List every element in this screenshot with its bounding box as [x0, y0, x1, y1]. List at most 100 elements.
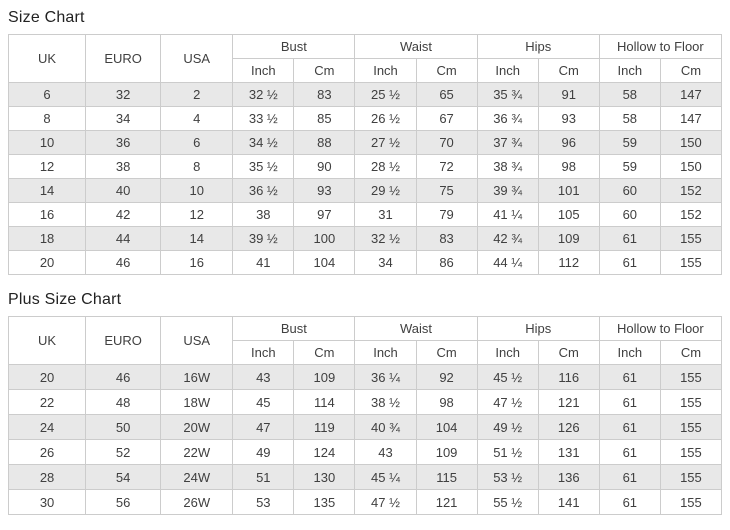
table-cell: 83 [293, 82, 356, 107]
table-cell: 22W [160, 439, 234, 465]
table-cell: 22 [7, 389, 87, 415]
table-cell: 61 [598, 364, 661, 390]
subheader-bust-cm: Cm [293, 340, 356, 365]
table-cell: 83 [415, 226, 478, 251]
table-cell: 98 [415, 389, 478, 415]
table-cell: 60 [598, 202, 661, 227]
table-cell: 32 ½ [354, 226, 417, 251]
table-cell: 39 ¾ [476, 178, 539, 203]
table-cell: 46 [85, 250, 162, 275]
table-cell: 116 [537, 364, 600, 390]
table-cell: 37 ¾ [476, 130, 539, 155]
table-cell: 6 [160, 130, 234, 155]
table-cell: 61 [598, 489, 661, 515]
table-cell: 155 [659, 226, 723, 251]
table-cell: 43 [354, 439, 417, 465]
table-cell: 51 ½ [476, 439, 539, 465]
subheader-bust-cm: Cm [293, 58, 356, 83]
table-cell: 20W [160, 414, 234, 440]
table-cell: 47 [232, 414, 295, 440]
table-cell: 90 [293, 154, 356, 179]
table-cell: 70 [415, 130, 478, 155]
table-cell: 97 [293, 202, 356, 227]
subheader-hips-cm: Cm [537, 340, 600, 365]
table-cell: 39 ½ [232, 226, 295, 251]
column-header-uk: UK [7, 34, 87, 83]
table-cell: 20 [7, 364, 87, 390]
table-cell: 155 [659, 414, 723, 440]
subheader-hollow-to-floor-inch: Inch [598, 340, 661, 365]
table-cell: 18 [7, 226, 87, 251]
group-header-hips: Hips [476, 316, 600, 341]
table-cell: 49 ½ [476, 414, 539, 440]
table-cell: 136 [537, 464, 600, 490]
table-cell: 2 [160, 82, 234, 107]
table-cell: 109 [293, 364, 356, 390]
table-cell: 16 [7, 202, 87, 227]
table-cell: 112 [537, 250, 600, 275]
table-header: UK EURO USA Bust Waist Hips Hollow to Floor Inc… [7, 316, 723, 365]
table-cell: 44 ¼ [476, 250, 539, 275]
table-cell: 88 [293, 130, 356, 155]
table-cell: 152 [659, 202, 723, 227]
table-cell: 34 ½ [232, 130, 295, 155]
table-cell: 52 [85, 439, 162, 465]
table-cell: 100 [293, 226, 356, 251]
group-header-hollow-to-floor: Hollow to Floor [598, 316, 723, 341]
table-row: 28 54 24W 51 130 45 ¼ 115 53 ½ 136 61 155 [7, 464, 723, 490]
table-cell: 31 [354, 202, 417, 227]
table-cell: 47 ½ [476, 389, 539, 415]
table-row: 14 40 10 36 ½ 93 29 ½ 75 39 ¾ 101 60 152 [7, 178, 723, 203]
column-header-euro: EURO [85, 316, 162, 365]
table-cell: 67 [415, 106, 478, 131]
table-cell: 45 ½ [476, 364, 539, 390]
table-cell: 101 [537, 178, 600, 203]
table-cell: 24W [160, 464, 234, 490]
table-cell: 114 [293, 389, 356, 415]
table-cell: 45 ¼ [354, 464, 417, 490]
table-cell: 72 [415, 154, 478, 179]
table-row: 20 46 16 41 104 34 86 44 ¼ 112 61 155 [7, 250, 723, 275]
table-cell: 16 [160, 250, 234, 275]
table-cell: 91 [537, 82, 600, 107]
subheader-bust-inch: Inch [232, 340, 295, 365]
table-cell: 34 [354, 250, 417, 275]
table-cell: 43 [232, 364, 295, 390]
table-cell: 38 [85, 154, 162, 179]
table-cell: 155 [659, 464, 723, 490]
table-cell: 56 [85, 489, 162, 515]
subheader-waist-inch: Inch [354, 58, 417, 83]
table-cell: 42 ¾ [476, 226, 539, 251]
table-cell: 53 ½ [476, 464, 539, 490]
table-row: 18 44 14 39 ½ 100 32 ½ 83 42 ¾ 109 61 155 [7, 226, 723, 251]
table-cell: 60 [598, 178, 661, 203]
subheader-waist-cm: Cm [415, 58, 478, 83]
table-cell: 40 [85, 178, 162, 203]
table-cell: 10 [7, 130, 87, 155]
plus-size-chart-title: Plus Size Chart [8, 291, 122, 308]
table-cell: 150 [659, 154, 723, 179]
subheader-waist-inch: Inch [354, 340, 417, 365]
table-cell: 55 ½ [476, 489, 539, 515]
column-header-usa: USA [160, 316, 234, 365]
table-cell: 54 [85, 464, 162, 490]
table-cell: 130 [293, 464, 356, 490]
plus-size-chart-section: Plus Size Chart UK EURO USA Bust Waist Hips Ho… [7, 290, 723, 515]
table-cell: 98 [537, 154, 600, 179]
table-cell: 32 ½ [232, 82, 295, 107]
table-cell: 44 [85, 226, 162, 251]
table-cell: 147 [659, 82, 723, 107]
table-header: UK EURO USA Bust Waist Hips Hollow to Floor Inc… [7, 34, 723, 83]
table-cell: 36 ¼ [354, 364, 417, 390]
table-row: 8 34 4 33 ½ 85 26 ½ 67 36 ¾ 93 58 147 [7, 106, 723, 131]
size-chart-title: Size Chart [8, 9, 85, 26]
table-row: 6 32 2 32 ½ 83 25 ½ 65 35 ¾ 91 58 147 [7, 82, 723, 107]
table-cell: 20 [7, 250, 87, 275]
table-cell: 86 [415, 250, 478, 275]
table-cell: 35 ½ [232, 154, 295, 179]
table-cell: 40 ¾ [354, 414, 417, 440]
table-cell: 92 [415, 364, 478, 390]
table-cell: 36 ¾ [476, 106, 539, 131]
table-cell: 61 [598, 226, 661, 251]
table-cell: 155 [659, 364, 723, 390]
